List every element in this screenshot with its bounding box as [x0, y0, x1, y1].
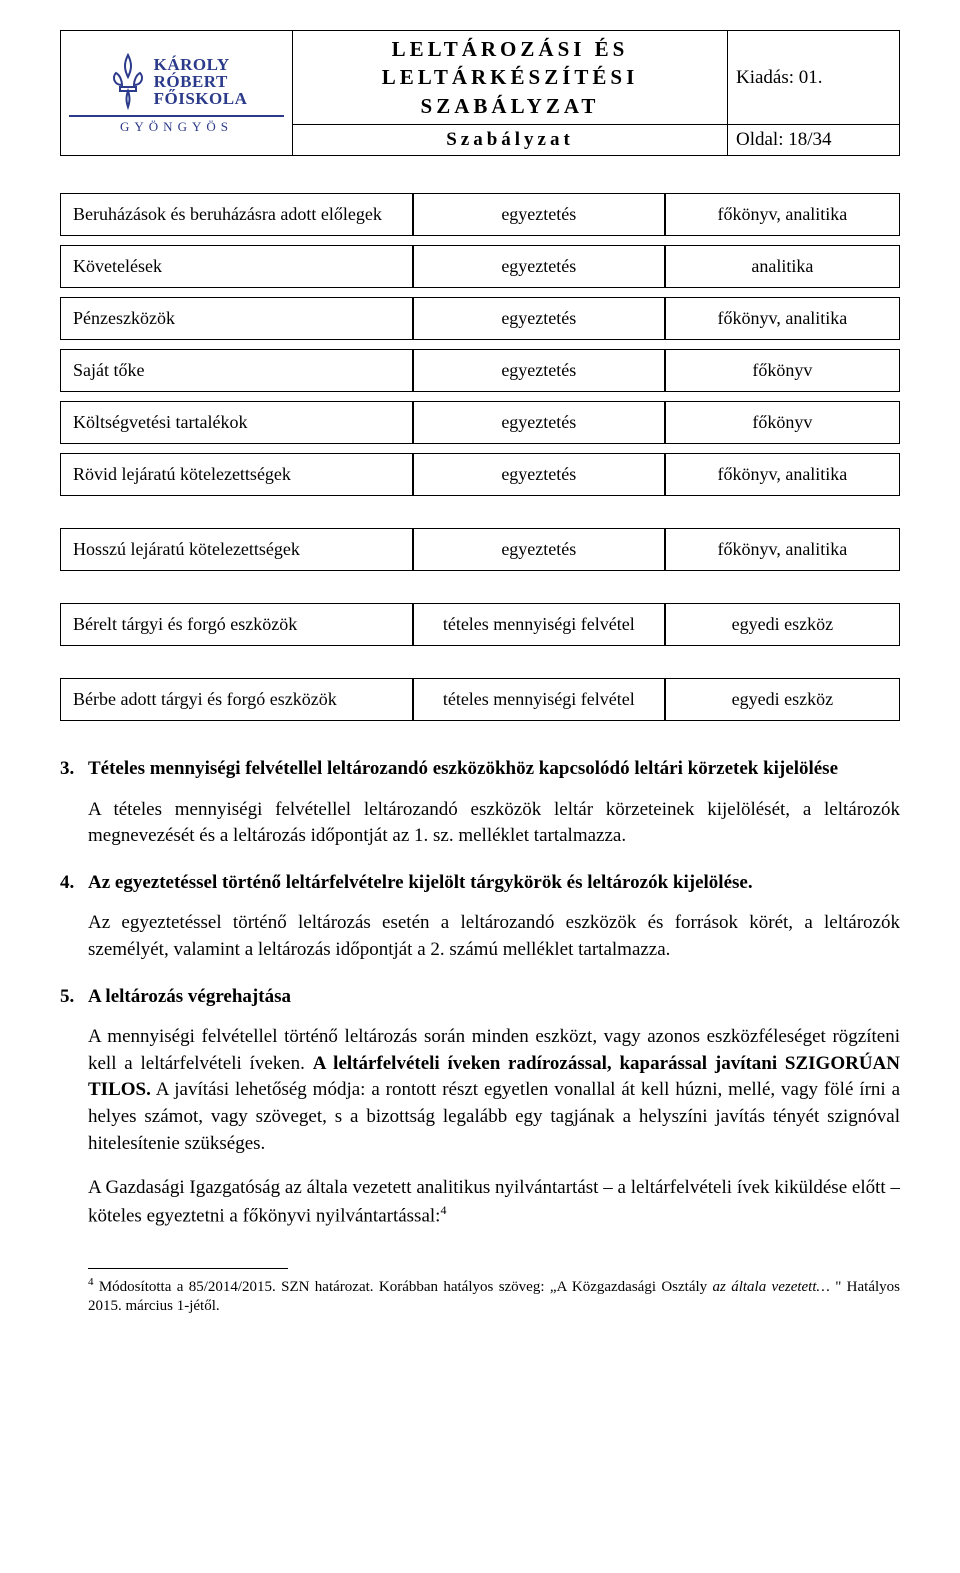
- table-cell-method: egyeztetés: [413, 401, 665, 444]
- section-4-heading: 4. Az egyeztetéssel történő leltárfelvét…: [60, 870, 900, 897]
- logo-line1: KÁROLY: [154, 56, 230, 73]
- section-3-num: 3.: [60, 756, 88, 783]
- table-cell-name: Saját tőke: [60, 349, 413, 392]
- table-cell-name: Rövid lejáratú kötelezettségek: [60, 453, 413, 496]
- section-3-title: Tételes mennyiségi felvétellel leltároza…: [88, 756, 900, 783]
- table-row: Bérelt tárgyi és forgó eszközöktételes m…: [60, 603, 900, 646]
- table-cell-record: főkönyv, analitika: [665, 193, 900, 236]
- table-row: Követelésekegyeztetésanalitika: [60, 245, 900, 288]
- fleur-de-lis-icon: [106, 51, 150, 111]
- table-cell-method: tételes mennyiségi felvétel: [413, 678, 665, 721]
- section-5-heading: 5. A leltározás végrehajtása: [60, 984, 900, 1011]
- table-cell-name: Követelések: [60, 245, 413, 288]
- table-cell-method: egyeztetés: [413, 245, 665, 288]
- table-cell-record: főkönyv: [665, 349, 900, 392]
- table-row: Költségvetési tartalékokegyeztetésfőköny…: [60, 401, 900, 444]
- section-5-num: 5.: [60, 984, 88, 1011]
- table-cell-record: egyedi eszköz: [665, 678, 900, 721]
- footnote-rule: [88, 1268, 288, 1269]
- table-row: Rövid lejáratú kötelezettségekegyeztetés…: [60, 453, 900, 496]
- table-cell-record: főkönyv, analitika: [665, 528, 900, 571]
- inventory-table: Beruházások és beruházásra adott előlege…: [60, 184, 900, 730]
- footnote-4: 4 Módosította a 85/2014/2015. SZN határo…: [88, 1275, 900, 1317]
- logo-text: KÁROLY RÓBERT FŐISKOLA: [154, 56, 248, 107]
- table-cell-record: főkönyv: [665, 401, 900, 444]
- page: KÁROLY RÓBERT FŐISKOLA GYÖNGYÖS LELTÁROZ…: [0, 0, 960, 1367]
- logo-line2: RÓBERT: [154, 73, 228, 90]
- section-5-p2-text: A Gazdasági Igazgatóság az általa vezete…: [88, 1177, 900, 1226]
- table-cell-method: egyeztetés: [413, 193, 665, 236]
- footnote-text-italic: az általa vezetett…: [713, 1279, 830, 1295]
- doc-title: LELTÁROZÁSI ÉS LELTÁRKÉSZÍTÉSI SZABÁLYZA…: [293, 31, 728, 125]
- table-cell-record: analitika: [665, 245, 900, 288]
- table-cell-record: főkönyv, analitika: [665, 453, 900, 496]
- table-cell-name: Hosszú lejáratú kötelezettségek: [60, 528, 413, 571]
- table-row: Hosszú lejáratú kötelezettségekegyezteté…: [60, 528, 900, 571]
- table-cell-method: tételes mennyiségi felvétel: [413, 603, 665, 646]
- section-5: 5. A leltározás végrehajtása A mennyiség…: [60, 984, 900, 1230]
- section-5-title: A leltározás végrehajtása: [88, 984, 900, 1011]
- section-5-body-p1: A mennyiségi felvétellel történő leltáro…: [88, 1024, 900, 1157]
- table-cell-name: Bérelt tárgyi és forgó eszközök: [60, 603, 413, 646]
- section-4-body: Az egyeztetéssel történő leltározás eset…: [88, 910, 900, 963]
- table-gap: [60, 580, 900, 594]
- table-cell-name: Bérbe adott tárgyi és forgó eszközök: [60, 678, 413, 721]
- logo-line3: FŐISKOLA: [154, 90, 248, 107]
- table-cell-name: Beruházások és beruházásra adott előlege…: [60, 193, 413, 236]
- table-cell-method: egyeztetés: [413, 453, 665, 496]
- section-5-body-p2: A Gazdasági Igazgatóság az általa vezete…: [88, 1175, 900, 1230]
- table-cell-method: egyeztetés: [413, 297, 665, 340]
- section-3: 3. Tételes mennyiségi felvétellel leltár…: [60, 756, 900, 850]
- section-4-num: 4.: [60, 870, 88, 897]
- table-cell-method: egyeztetés: [413, 528, 665, 571]
- footnote-text-pre: Módosította a 85/2014/2015. SZN határoza…: [94, 1279, 713, 1295]
- section-4: 4. Az egyeztetéssel történő leltárfelvét…: [60, 870, 900, 964]
- logo-sub: GYÖNGYÖS: [69, 115, 284, 135]
- header-table: KÁROLY RÓBERT FŐISKOLA GYÖNGYÖS LELTÁROZ…: [60, 30, 900, 156]
- table-gap: [60, 655, 900, 669]
- page-label: Oldal: 18/34: [728, 125, 900, 156]
- section-4-title: Az egyeztetéssel történő leltárfelvételr…: [88, 870, 900, 897]
- logo: KÁROLY RÓBERT FŐISKOLA: [69, 51, 284, 111]
- table-cell-record: egyedi eszköz: [665, 603, 900, 646]
- section-3-body: A tételes mennyiségi felvétellel leltáro…: [88, 797, 900, 850]
- table-cell-name: Költségvetési tartalékok: [60, 401, 413, 444]
- edition-label: Kiadás: 01.: [728, 31, 900, 125]
- table-row: Saját tőkeegyeztetésfőkönyv: [60, 349, 900, 392]
- section-3-heading: 3. Tételes mennyiségi felvétellel leltár…: [60, 756, 900, 783]
- table-cell-record: főkönyv, analitika: [665, 297, 900, 340]
- footnote-ref-4: 4: [440, 1203, 446, 1217]
- section-5-post: A javítási lehetőség módja: a rontott ré…: [88, 1079, 900, 1153]
- table-row: Beruházások és beruházásra adott előlege…: [60, 193, 900, 236]
- table-gap: [60, 505, 900, 519]
- doc-subtitle: Szabályzat: [293, 125, 728, 156]
- table-cell-name: Pénzeszközök: [60, 297, 413, 340]
- table-row: Bérbe adott tárgyi és forgó eszközöktéte…: [60, 678, 900, 721]
- table-cell-method: egyeztetés: [413, 349, 665, 392]
- logo-cell: KÁROLY RÓBERT FŐISKOLA GYÖNGYÖS: [61, 31, 293, 156]
- table-row: Pénzeszközökegyeztetésfőkönyv, analitika: [60, 297, 900, 340]
